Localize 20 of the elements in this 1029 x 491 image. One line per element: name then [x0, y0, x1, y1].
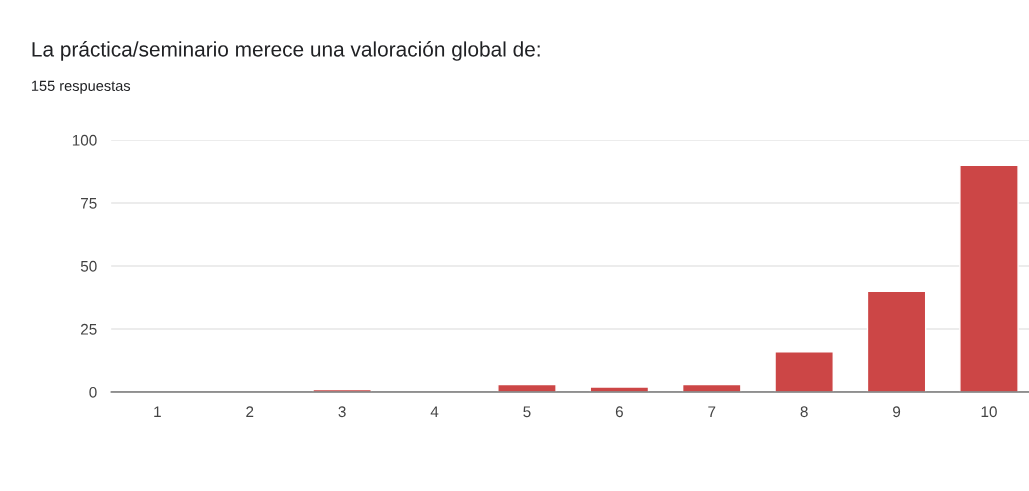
x-tick-label: 9 — [893, 406, 901, 418]
x-tick-label: 8 — [800, 406, 808, 418]
chart-subtitle: 155 respuestas — [31, 80, 131, 94]
x-tick-label: 4 — [430, 406, 439, 417]
bar — [774, 350, 834, 393]
x-tick-label: 7 — [708, 406, 716, 417]
bar — [959, 164, 1019, 393]
x-tick-label: 1 — [154, 406, 161, 417]
x-tick-label: 3 — [338, 406, 346, 418]
y-tick-label: 75 — [81, 198, 97, 209]
x-tick-label: 2 — [246, 406, 254, 417]
y-tick-label: 0 — [89, 386, 97, 398]
x-tick-label: 10 — [981, 406, 997, 418]
bar — [866, 290, 927, 393]
chart-title: La práctica/seminario merece una valoración global de: — [32, 41, 540, 61]
y-tick-label: 25 — [81, 323, 97, 335]
y-tick-label: 100 — [72, 134, 97, 146]
x-tick-label: 6 — [615, 406, 623, 418]
x-tick-label: 5 — [523, 406, 531, 418]
y-tick-label: 50 — [80, 260, 97, 272]
